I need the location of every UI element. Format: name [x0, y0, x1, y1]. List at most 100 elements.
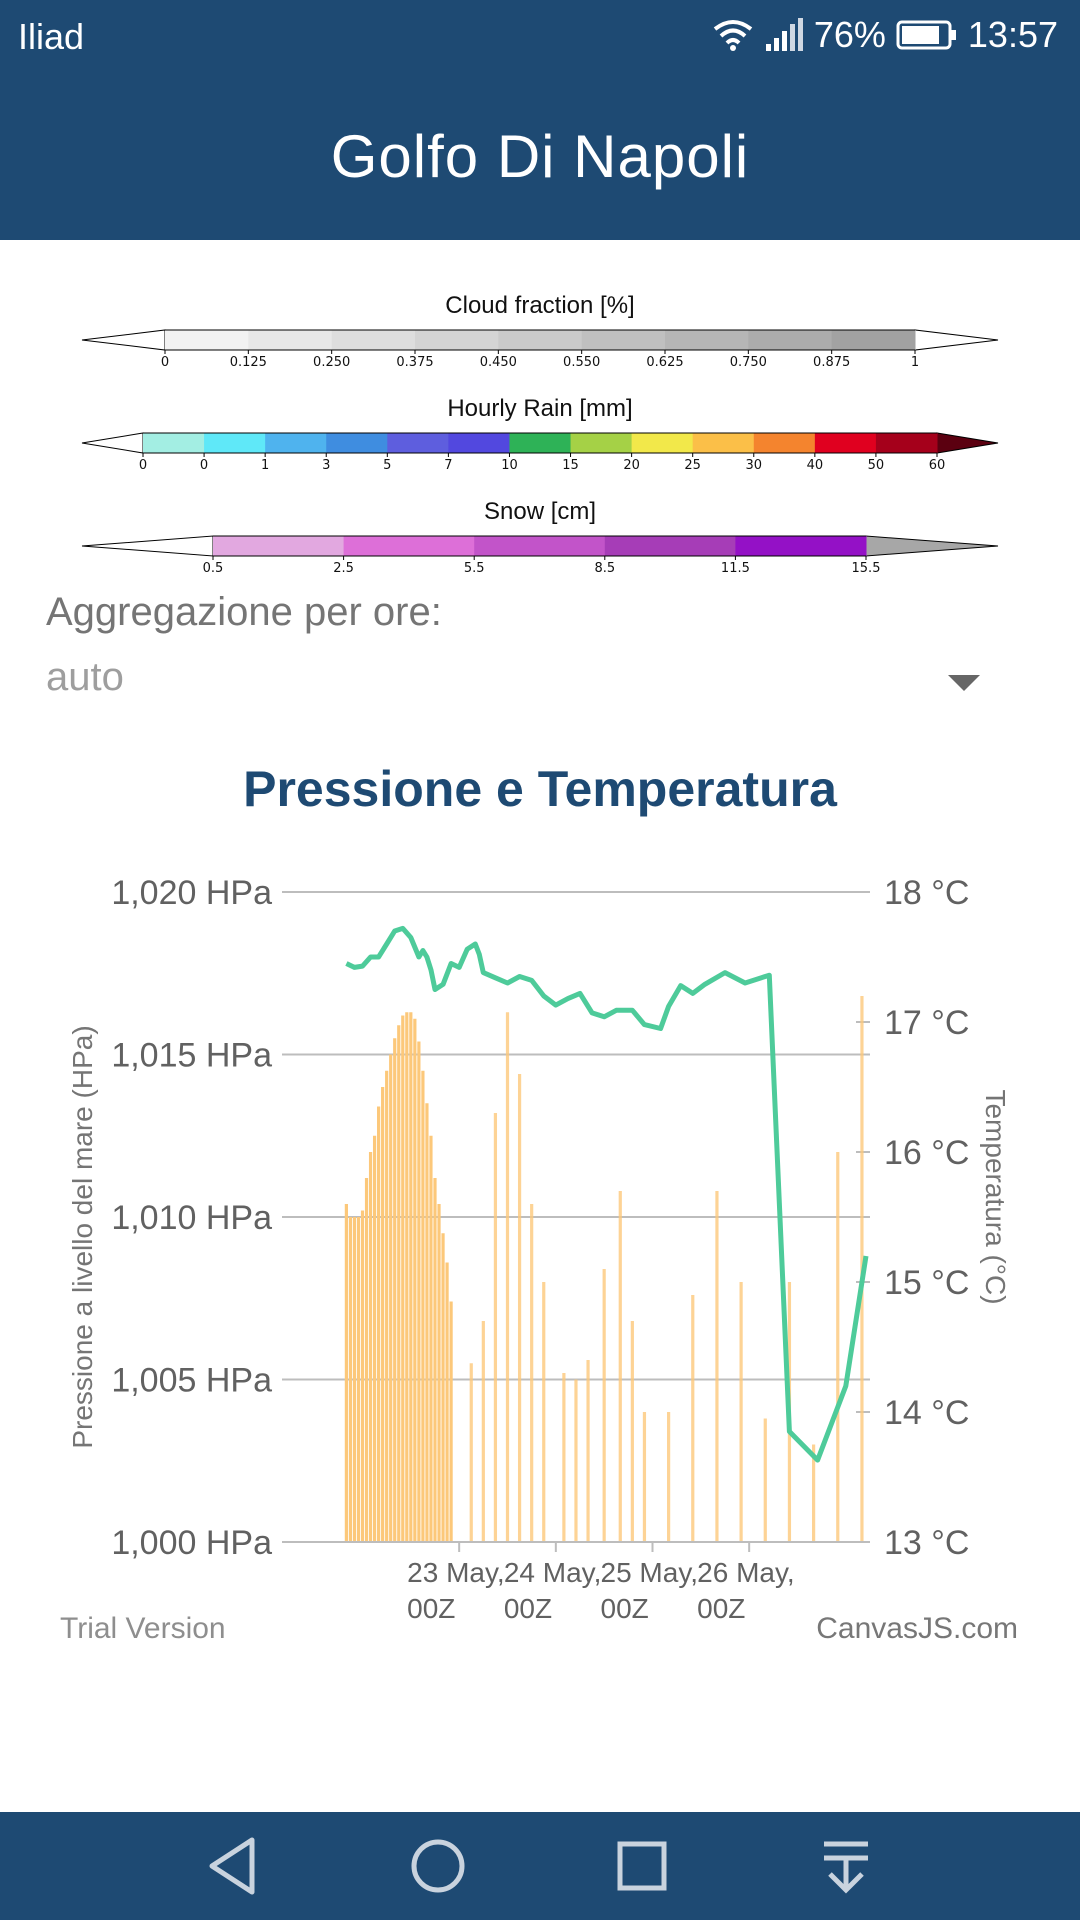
pressure-bar	[409, 1012, 413, 1542]
legend-tick-label: 0.625	[646, 355, 683, 370]
legend-swatch	[204, 433, 266, 453]
signal-icon	[765, 18, 803, 51]
pressure-bar	[542, 1282, 546, 1542]
trial-watermark: Trial Version	[60, 1612, 226, 1645]
canvasjs-link[interactable]: CanvasJS.com	[816, 1612, 1018, 1645]
legend-right-extension	[914, 329, 999, 351]
y-right-tick-label: 17 °C	[884, 1004, 969, 1042]
y-left-tick-label: 1,020 HPa	[111, 874, 272, 912]
pressure-bar	[812, 1444, 816, 1542]
pressure-bar	[372, 1135, 377, 1542]
y-right-tick-label: 15 °C	[884, 1264, 969, 1302]
pressure-bar	[356, 1217, 361, 1542]
legend-title: Cloud fraction [%]	[445, 292, 635, 319]
back-icon[interactable]	[194, 1826, 274, 1906]
y-right-axis-title: Temperatura (°C)	[980, 1089, 1011, 1304]
pressure-bar	[401, 1015, 405, 1542]
legend-swatch	[143, 433, 205, 453]
legend-tick-label: 30	[745, 458, 762, 473]
battery-percent: 76%	[813, 14, 886, 55]
pressure-bar	[630, 1321, 634, 1542]
y-left-tick-label: 1,005 HPa	[111, 1362, 272, 1400]
pressure-bar	[397, 1025, 401, 1542]
legend-tick-label: 20	[623, 458, 640, 473]
legend-swatch	[570, 433, 633, 453]
legend-swatch	[248, 330, 333, 350]
legend-tick-label: 25	[684, 458, 701, 473]
pressure-bar	[574, 1379, 578, 1542]
legend-swatch	[753, 433, 816, 453]
legend-left-extension	[81, 432, 144, 454]
legend-swatch	[474, 536, 606, 556]
pressure-bar	[417, 1041, 421, 1542]
pressure-bar	[425, 1103, 429, 1542]
legend-swatch	[665, 330, 749, 350]
pressure-bar	[836, 1152, 840, 1542]
battery-icon	[896, 20, 956, 50]
clock: 13:57	[967, 14, 1058, 55]
pressure-bar	[344, 1204, 348, 1542]
pressure-bar	[642, 1412, 647, 1542]
legend-tick-label: 0.250	[313, 355, 350, 370]
legend-tick-label: 5.5	[464, 561, 485, 576]
y-left-tick-label: 1,000 HPa	[111, 1524, 272, 1562]
x-tick-label: 24 May,	[504, 1557, 602, 1588]
pressure-bar	[586, 1360, 590, 1542]
legend-tick-label: 11.5	[721, 561, 750, 576]
pressure-bar	[667, 1412, 671, 1542]
legend-left-extension	[81, 329, 166, 351]
legend-tick-label: 3	[322, 458, 330, 473]
legend-1: Hourly Rain [mm] 0 0 1 3 5 7 10 15 20 25 30 40 50 60	[0, 395, 1080, 495]
legend-swatch	[498, 330, 583, 350]
pressure-bar	[348, 1217, 353, 1542]
legend-swatch	[387, 433, 449, 453]
x-tick-label: 26 May,	[697, 1557, 795, 1588]
carrier-name: Iliad	[18, 16, 85, 57]
legend-tick-label: 0	[139, 458, 147, 473]
legend-tick-label: 15.5	[852, 561, 881, 576]
pressure-bar	[449, 1301, 453, 1542]
aggregation-value[interactable]: auto	[46, 655, 124, 699]
home-icon[interactable]	[398, 1826, 478, 1906]
pressure-bar	[691, 1295, 695, 1542]
legend-swatch	[831, 330, 916, 350]
pressure-bar	[602, 1269, 606, 1542]
y-right-tick-label: 16 °C	[884, 1134, 969, 1172]
chevron-down-icon[interactable]	[948, 675, 980, 691]
legend-tick-label: 0.750	[730, 355, 767, 370]
temperature-line	[345, 925, 869, 1463]
legend-tick-label: 0	[161, 355, 169, 370]
legend-swatch	[213, 536, 345, 556]
legend-colorbar: 0 0 1 3 5 7 10 15 20 25 30 40 50 60	[81, 432, 999, 473]
y-left-tick-label: 1,010 HPa	[111, 1199, 272, 1237]
pressure-bar	[413, 1018, 417, 1542]
pressure-temperature-chart: 1,000 HPa 1,005 HPa 1,010 HPa 1,015 HPa 1,02…	[67, 874, 1011, 1620]
legend-tick-label: 50	[868, 458, 885, 473]
pressure-bar	[381, 1087, 385, 1542]
legend-tick-label: 0.550	[563, 355, 600, 370]
pressure-bar	[385, 1070, 389, 1542]
pressure-bar	[517, 1074, 522, 1542]
pressure-bar	[421, 1070, 425, 1542]
legend-swatch	[509, 433, 572, 453]
legend-tick-label: 1	[261, 458, 269, 473]
pressure-bar	[469, 1363, 473, 1542]
x-tick-label: 23 May,	[407, 1557, 505, 1588]
legend-tick-label: 10	[501, 458, 518, 473]
pressure-bar	[429, 1135, 433, 1542]
legend-right-extension	[865, 535, 999, 557]
chart-title: Pressione e Temperatura	[243, 761, 837, 817]
pressure-bar	[368, 1152, 373, 1542]
x-tick-label: 25 May,	[601, 1557, 699, 1588]
legend-tick-label: 60	[929, 458, 946, 473]
pressure-bar	[433, 1178, 437, 1542]
legend-colorbar: 0 0.125 0.250 0.375 0.450 0.550 0.625 0.750 0.87…	[81, 329, 999, 370]
recents-icon[interactable]	[602, 1826, 682, 1906]
legend-tick-label: 1	[911, 355, 919, 370]
legend-right-extension	[936, 432, 999, 454]
notifications-pulldown-icon[interactable]	[806, 1826, 886, 1906]
legend-swatch	[326, 433, 388, 453]
legend-left-extension	[81, 535, 214, 557]
legend-tick-label: 2.5	[333, 561, 354, 576]
legend-tick-label: 0.125	[230, 355, 267, 370]
